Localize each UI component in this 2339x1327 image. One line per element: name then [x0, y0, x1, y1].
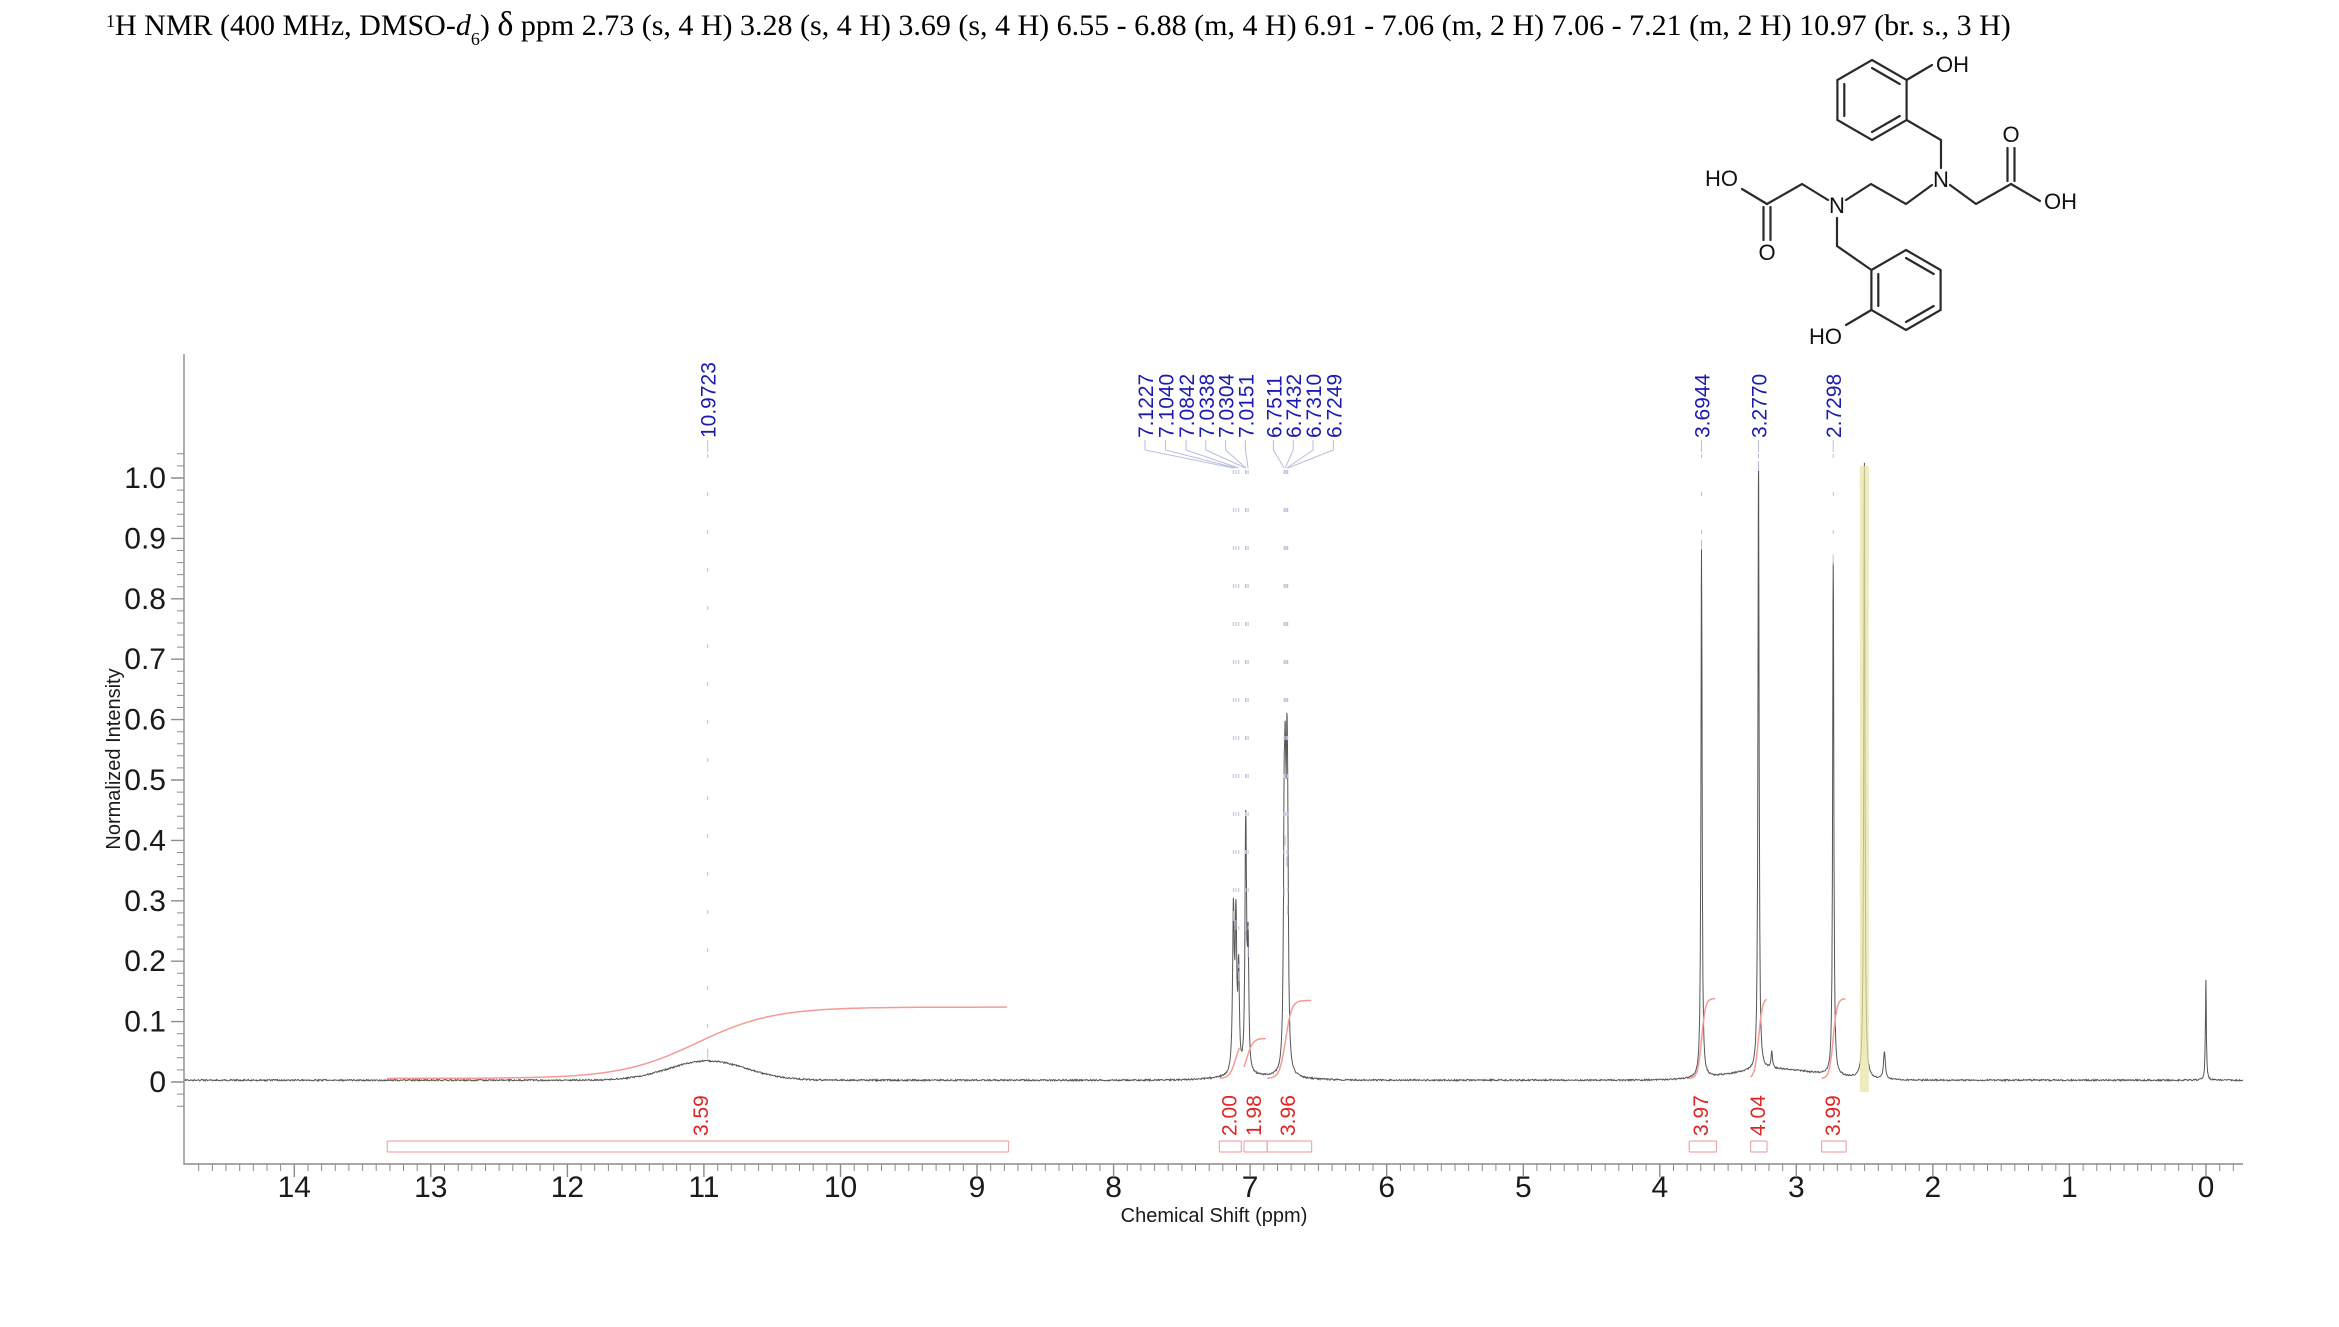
- y-axis-title: Normalized Intensity: [103, 668, 125, 849]
- x-tick-label: 2: [1925, 1171, 1942, 1204]
- integral-label: 4.04: [1747, 1095, 1770, 1136]
- peak-label: 6.7249: [1323, 374, 1346, 438]
- title-isotope-superscript: 1: [106, 11, 115, 31]
- peak-label: 7.0151: [1235, 374, 1258, 438]
- integral-bracket: [1821, 1140, 1847, 1153]
- carbonyl-o-label-left: O: [1758, 240, 1775, 265]
- integral-curve: [1267, 999, 1312, 1079]
- peak-label: 7.1227: [1135, 374, 1158, 438]
- carboxyl-oh-bond-right: [2009, 182, 2042, 203]
- peak-label: 2.7298: [1823, 374, 1846, 438]
- integral-curve: [387, 1006, 1008, 1080]
- spectrum-title: 1H NMR (400 MHz, DMSO-d6) δ ppm 2.73 (s,…: [106, 6, 2011, 50]
- x-axis-title: Chemical Shift (ppm): [1121, 1205, 1308, 1227]
- integral-bracket: [1750, 1140, 1768, 1153]
- x-tick-label: 7: [1242, 1171, 1259, 1204]
- benzyl-ch2-bond-bottom: [1835, 216, 1873, 272]
- y-tick-label: 1.0: [124, 462, 166, 495]
- y-tick-label: 0.2: [124, 945, 166, 978]
- phenol-oh-bond-bottom: [1844, 308, 1873, 327]
- title-peak-list: ppm 2.73 (s, 4 H) 3.28 (s, 4 H) 3.69 (s,…: [513, 9, 2011, 42]
- x-tick-label: 9: [969, 1171, 986, 1204]
- x-tick-label: 5: [1515, 1171, 1532, 1204]
- integral-label: 3.97: [1690, 1095, 1713, 1136]
- title-solvent-d: d: [455, 9, 471, 42]
- benzene-ring-bottom: [1870, 248, 1942, 332]
- y-tick-label: 0.9: [124, 522, 166, 555]
- integral-label: 3.59: [690, 1095, 713, 1136]
- oh-label-top: OH: [1936, 52, 1969, 77]
- peak-label: 7.1040: [1156, 374, 1179, 438]
- minor-ticks: [177, 453, 2234, 1171]
- title-main-text: H NMR (400 MHz, DMSO-: [115, 9, 456, 42]
- benzene-ring-top: [1836, 58, 1908, 142]
- integral-bracket: [1218, 1140, 1242, 1153]
- solvent-band: [1859, 465, 1869, 1092]
- y-tick-label: 0.7: [124, 643, 166, 676]
- molecule-structure: OH N N O OH O HO HO: [1705, 52, 2077, 349]
- carbonyl-double-bond-left: [1762, 205, 1772, 242]
- title-solvent-subscript: 6: [470, 29, 480, 49]
- spectrum-trace: [184, 462, 2244, 1083]
- x-tick-label: 4: [1651, 1171, 1668, 1204]
- benzene-ring-top-double-bonds: [1843, 66, 1901, 134]
- integral-curve: [1750, 998, 1768, 1078]
- integral-bracket: [1243, 1140, 1268, 1153]
- integral-curve: [1689, 997, 1716, 1080]
- integral-label: 1.98: [1243, 1095, 1266, 1136]
- integral-curve: [1243, 1037, 1266, 1068]
- integral-label: 3.99: [1822, 1095, 1845, 1136]
- y-tick-label: 0.6: [124, 704, 166, 737]
- x-tick-label: 3: [1788, 1171, 1805, 1204]
- ho-label-left: HO: [1705, 166, 1738, 191]
- phenol-oh-bond-top: [1905, 63, 1934, 82]
- acetate-arm-right: [1948, 182, 2013, 206]
- peak-label: 6.7432: [1283, 374, 1306, 438]
- peak-label: 3.6944: [1692, 373, 1715, 438]
- peak-label: 6.7310: [1303, 374, 1326, 438]
- x-tick-label: 1: [2061, 1171, 2078, 1204]
- benzene-ring-bottom-double-bonds: [1877, 256, 1935, 324]
- integral-curve: [1821, 998, 1846, 1079]
- peak-label: 3.2770: [1749, 374, 1772, 438]
- ethylene-bridge-bonds: [1844, 182, 1934, 206]
- carbonyl-o-label-right: O: [2002, 122, 2019, 147]
- y-tick-label: 0.5: [124, 764, 166, 797]
- integral-bracket: [1688, 1140, 1718, 1153]
- integral-curve: [1219, 1047, 1241, 1079]
- major-ticks: [171, 477, 2207, 1177]
- y-tick-label: 0.4: [124, 824, 166, 857]
- x-tick-label: 8: [1105, 1171, 1122, 1204]
- y-tick-label: 0.8: [124, 583, 166, 616]
- y-tick-label: 0.1: [124, 1006, 166, 1039]
- x-tick-label: 6: [1378, 1171, 1395, 1204]
- integral-label: 3.96: [1277, 1095, 1300, 1136]
- integral-label: 2.00: [1218, 1095, 1241, 1136]
- title-delta-symbol: δ: [497, 6, 514, 43]
- x-tick-label: 0: [2198, 1171, 2215, 1204]
- acetate-arm-left: [1765, 182, 1830, 206]
- benzyl-ch2-bond-right: [1905, 118, 1943, 170]
- oh-label-right: OH: [2044, 189, 2077, 214]
- peak-label: 7.0842: [1176, 374, 1199, 438]
- peak-label: 7.0338: [1196, 374, 1219, 438]
- nitrogen-label-right: N: [1933, 167, 1949, 192]
- peak-label: 6.7511: [1263, 375, 1286, 438]
- integral-bracket: [1266, 1140, 1313, 1153]
- title-close-paren: ): [479, 9, 498, 42]
- axis-spines: [183, 354, 2243, 1165]
- nitrogen-label-left: N: [1829, 193, 1845, 218]
- integral-bracket: [386, 1140, 1010, 1153]
- peak-label: 7.0304: [1216, 373, 1239, 438]
- y-tick-label: 0: [149, 1066, 166, 1099]
- carboxyl-oh-bond-left: [1740, 187, 1769, 206]
- ho-label-bottom: HO: [1809, 324, 1842, 349]
- carbonyl-double-bond-right: [2006, 146, 2016, 183]
- peak-label: 10.9723: [698, 362, 721, 438]
- y-tick-label: 0.3: [124, 885, 166, 918]
